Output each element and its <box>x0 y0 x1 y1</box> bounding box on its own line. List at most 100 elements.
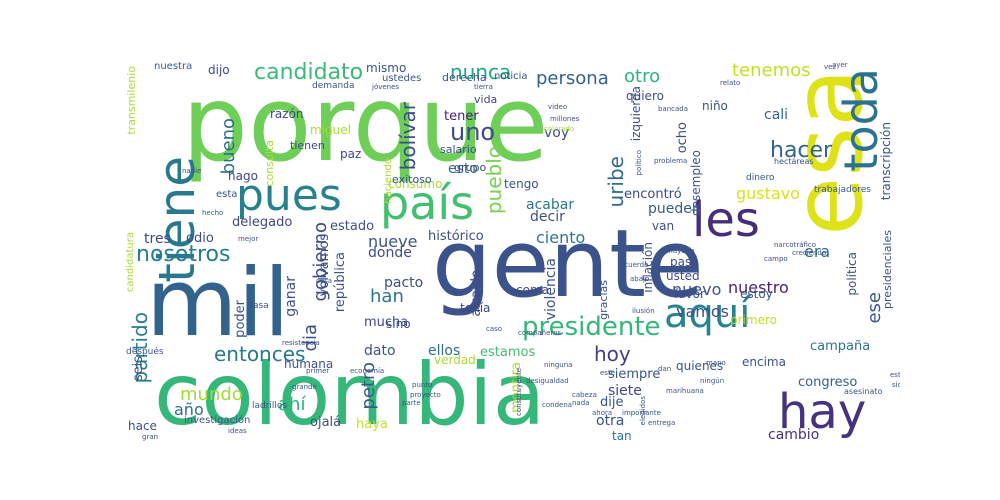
cloud-word: encontró <box>624 187 682 202</box>
cloud-word: favor <box>674 287 705 301</box>
cloud-word: volvamos <box>317 234 332 297</box>
cloud-word: mundo <box>180 384 243 405</box>
cloud-word: gran <box>142 433 159 441</box>
cloud-word: cambio <box>768 427 820 443</box>
cloud-word: dinero <box>746 173 775 183</box>
cloud-word: ustedes <box>382 73 422 84</box>
cloud-word: nosotros <box>136 242 231 267</box>
cloud-word: les <box>692 192 760 248</box>
cloud-word: ocho <box>675 122 690 154</box>
cloud-word: mayoría <box>666 247 695 255</box>
cloud-word: jóvenes <box>372 83 400 91</box>
cloud-word: candidato <box>254 62 364 85</box>
cloud-word: demanda <box>312 81 355 91</box>
cloud-word: bancada <box>658 105 689 113</box>
cloud-word: desigualdad <box>526 377 569 385</box>
cloud-word: toda <box>834 68 888 172</box>
cloud-word: dato <box>364 343 396 359</box>
cloud-word: video <box>548 103 568 111</box>
cloud-word: niño <box>702 99 728 113</box>
cloud-word: grupo <box>454 161 487 174</box>
cloud-word: después <box>126 347 164 357</box>
cloud-word: nadie <box>182 167 202 175</box>
cloud-word: van <box>652 219 675 233</box>
cloud-word: ilusión <box>632 307 655 315</box>
cloud-word: ayer <box>832 62 848 69</box>
cloud-word: grande <box>292 383 317 391</box>
cloud-word: candidatura <box>125 232 136 293</box>
cloud-word: esta <box>216 189 238 200</box>
cloud-word: salario <box>440 143 477 156</box>
cloud-word: presidenciales <box>881 230 894 309</box>
cloud-word: vez <box>824 63 837 71</box>
cloud-word: pueden <box>648 201 701 217</box>
cloud-word: noticia <box>494 71 528 82</box>
cloud-word: dia <box>300 324 321 352</box>
cloud-word: vamos <box>676 302 729 321</box>
cloud-word: alcalde <box>469 270 484 317</box>
cloud-word: voy <box>544 125 570 141</box>
cloud-word: mano <box>706 359 726 367</box>
cloud-word: marihuana <box>666 387 704 395</box>
cloud-word: primer <box>306 367 330 375</box>
cloud-word: nuevo <box>672 280 722 299</box>
cloud-word: acabar <box>526 197 575 213</box>
cloud-word: transcripción <box>879 122 893 201</box>
cloud-word: coma <box>516 283 549 297</box>
cloud-word: este <box>600 369 616 377</box>
cloud-word: siete <box>608 383 642 399</box>
cloud-word: verdad <box>434 353 476 367</box>
cloud-word: gente <box>432 210 704 319</box>
cloud-word: campaña <box>810 339 871 354</box>
cloud-word: nada <box>572 399 590 407</box>
cloud-word: siempre <box>608 367 661 382</box>
cloud-word: tenemos <box>732 62 811 81</box>
cloud-word: abajo <box>630 275 650 283</box>
cloud-word: desempleo <box>689 150 703 216</box>
cloud-word: pues <box>236 170 342 221</box>
cloud-word: creciendo <box>792 249 827 257</box>
cloud-word: ojalá <box>310 415 342 430</box>
cloud-word: ningún <box>700 377 725 385</box>
cloud-word: vida <box>474 93 498 106</box>
cloud-word: colombia <box>154 345 546 445</box>
cloud-word: hace <box>128 419 157 433</box>
cloud-word: república <box>333 252 348 313</box>
cloud-word: ideas <box>228 427 247 435</box>
cloud-word: ciento <box>536 228 586 247</box>
cloud-word: casa <box>248 301 269 311</box>
cloud-word: hay <box>778 384 867 440</box>
cloud-word: tenía <box>460 301 491 315</box>
cloud-word: tan <box>612 429 632 443</box>
cloud-word: constituyente <box>515 368 523 417</box>
cloud-word: condena <box>542 401 573 409</box>
cloud-word: importante <box>622 409 661 417</box>
cloud-word: transmilenio <box>125 66 138 135</box>
cloud-word: seis <box>131 356 146 382</box>
cloud-word: política <box>845 252 859 296</box>
cloud-word: quiero <box>626 89 664 103</box>
cloud-word: estoy <box>740 287 773 301</box>
cloud-word: mil <box>146 249 290 358</box>
cloud-word: decir <box>530 209 565 225</box>
cloud-word: humana <box>284 357 334 371</box>
cloud-word: tienen <box>290 139 325 152</box>
cloud-word: ellos <box>428 343 461 359</box>
cloud-word: estado <box>330 219 375 234</box>
cloud-word: izquierda <box>629 86 643 142</box>
cloud-word: año <box>174 400 204 419</box>
cloud-word: haya <box>356 417 388 432</box>
cloud-word: pueblo <box>482 146 506 215</box>
cloud-word: derecha <box>442 71 487 84</box>
cloud-word: proyecto <box>410 391 441 399</box>
cloud-word: delegado <box>232 215 293 230</box>
cloud-word: colorado <box>544 125 575 133</box>
cloud-word: encima <box>742 355 786 369</box>
cloud-word: han <box>370 286 404 307</box>
cloud-word: exitoso <box>392 173 432 186</box>
cloud-word: presidente <box>522 312 661 342</box>
cloud-word: relato <box>720 79 741 87</box>
cloud-word: otra <box>596 413 625 429</box>
cloud-word: acuerdo <box>620 261 649 269</box>
cloud-word: narcotráfico <box>774 241 817 249</box>
